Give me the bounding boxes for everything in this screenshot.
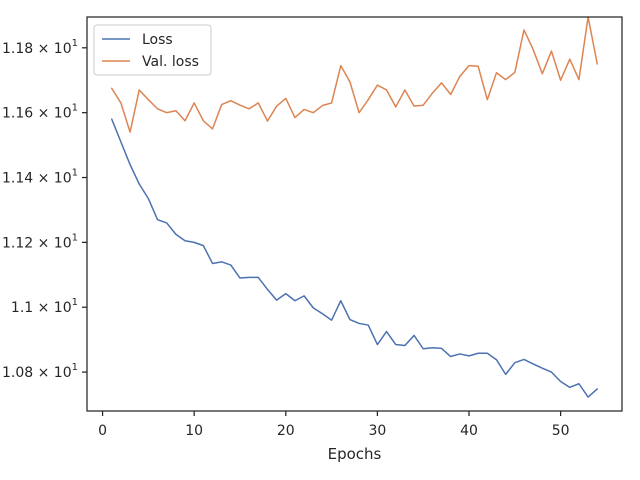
y-tick-label: 1.16 × 101 xyxy=(2,103,78,122)
y-tick-label: 1.08 × 101 xyxy=(2,362,78,381)
x-axis-title: Epochs xyxy=(328,445,382,463)
y-axis: 1.08 × 101 1.1 × 101 1.12 × 101 1.14 × 101 1… xyxy=(2,38,87,381)
y-tick-label: 1.12 × 101 xyxy=(2,232,78,251)
x-tick-label: 30 xyxy=(368,423,386,439)
y-tick-label: 1.14 × 101 xyxy=(2,168,78,187)
legend-label: Val. loss xyxy=(142,54,199,70)
legend-label: Loss xyxy=(142,32,173,48)
plot-area xyxy=(87,17,622,411)
x-tick-label: 20 xyxy=(277,423,295,439)
y-tick-label: 1.18 × 101 xyxy=(2,38,78,57)
legend-box xyxy=(93,24,212,76)
series-line-0 xyxy=(110,118,599,398)
series-layer xyxy=(110,16,599,398)
legend: Loss Val. loss xyxy=(93,24,212,76)
x-tick-label: 40 xyxy=(460,423,478,439)
x-tick-label: 10 xyxy=(185,423,203,439)
x-axis: 0 10 20 30 40 50 xyxy=(98,411,570,439)
x-tick-label: 0 xyxy=(98,423,107,439)
x-tick-label: 50 xyxy=(552,423,570,439)
plot-frame xyxy=(86,16,623,412)
y-tick-label: 1.1 × 101 xyxy=(11,297,78,316)
series-line-1 xyxy=(110,16,599,133)
